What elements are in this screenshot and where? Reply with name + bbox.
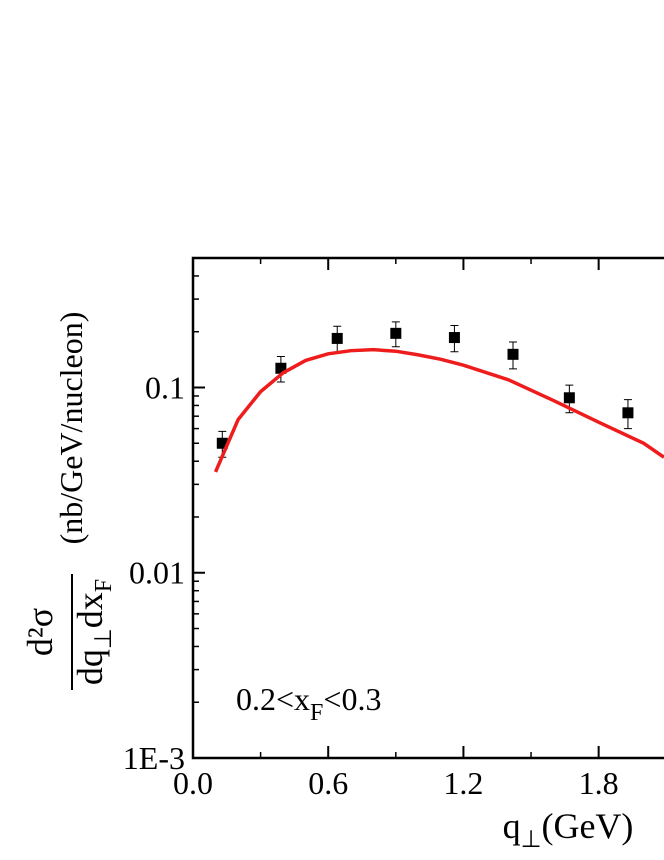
y-label-denominator: dq⊥dxF	[70, 579, 117, 685]
x-tick-label: 0.0	[173, 765, 213, 801]
x-tick-label: 1.8	[579, 765, 619, 801]
x-label-part: (GeV)	[541, 806, 633, 846]
model-curve	[213, 347, 664, 473]
y-label-part: ⊥	[91, 628, 117, 649]
data-point	[563, 392, 575, 404]
x-tick-label: 0.6	[308, 765, 348, 801]
y-tick-label: 0.1	[145, 369, 185, 405]
x-label-part: ⊥	[521, 827, 542, 853]
y-axis-label: d²σ dq⊥dxF (nb/GeV/nucleon)	[20, 312, 117, 690]
y-tick-label: 1E-3	[123, 740, 185, 776]
y-label-part: F	[91, 579, 117, 592]
data-point	[448, 332, 460, 344]
annotation-part: F	[310, 700, 323, 726]
y-label-part: dq	[70, 649, 110, 685]
data-point	[507, 348, 519, 360]
annotation: 0.2<xF<0.3	[236, 681, 381, 726]
y-tick-label: 0.01	[129, 555, 185, 591]
data-point	[216, 437, 228, 449]
data-point	[622, 407, 634, 419]
y-label-numerator: d²σ	[20, 608, 60, 656]
x-label-part: q	[503, 806, 521, 846]
data-point	[390, 327, 402, 339]
y-label-part: dx	[70, 592, 110, 628]
data-point	[331, 332, 343, 344]
annotation-part: 0.2<x	[236, 681, 310, 717]
x-tick-label: 1.2	[443, 765, 483, 801]
data-point	[275, 362, 287, 374]
y-label-units: (nb/GeV/nucleon)	[53, 312, 89, 545]
x-axis-label: q⊥(GeV)	[503, 806, 634, 853]
annotation-part: <0.3	[323, 681, 381, 717]
axis-frame	[191, 256, 664, 760]
